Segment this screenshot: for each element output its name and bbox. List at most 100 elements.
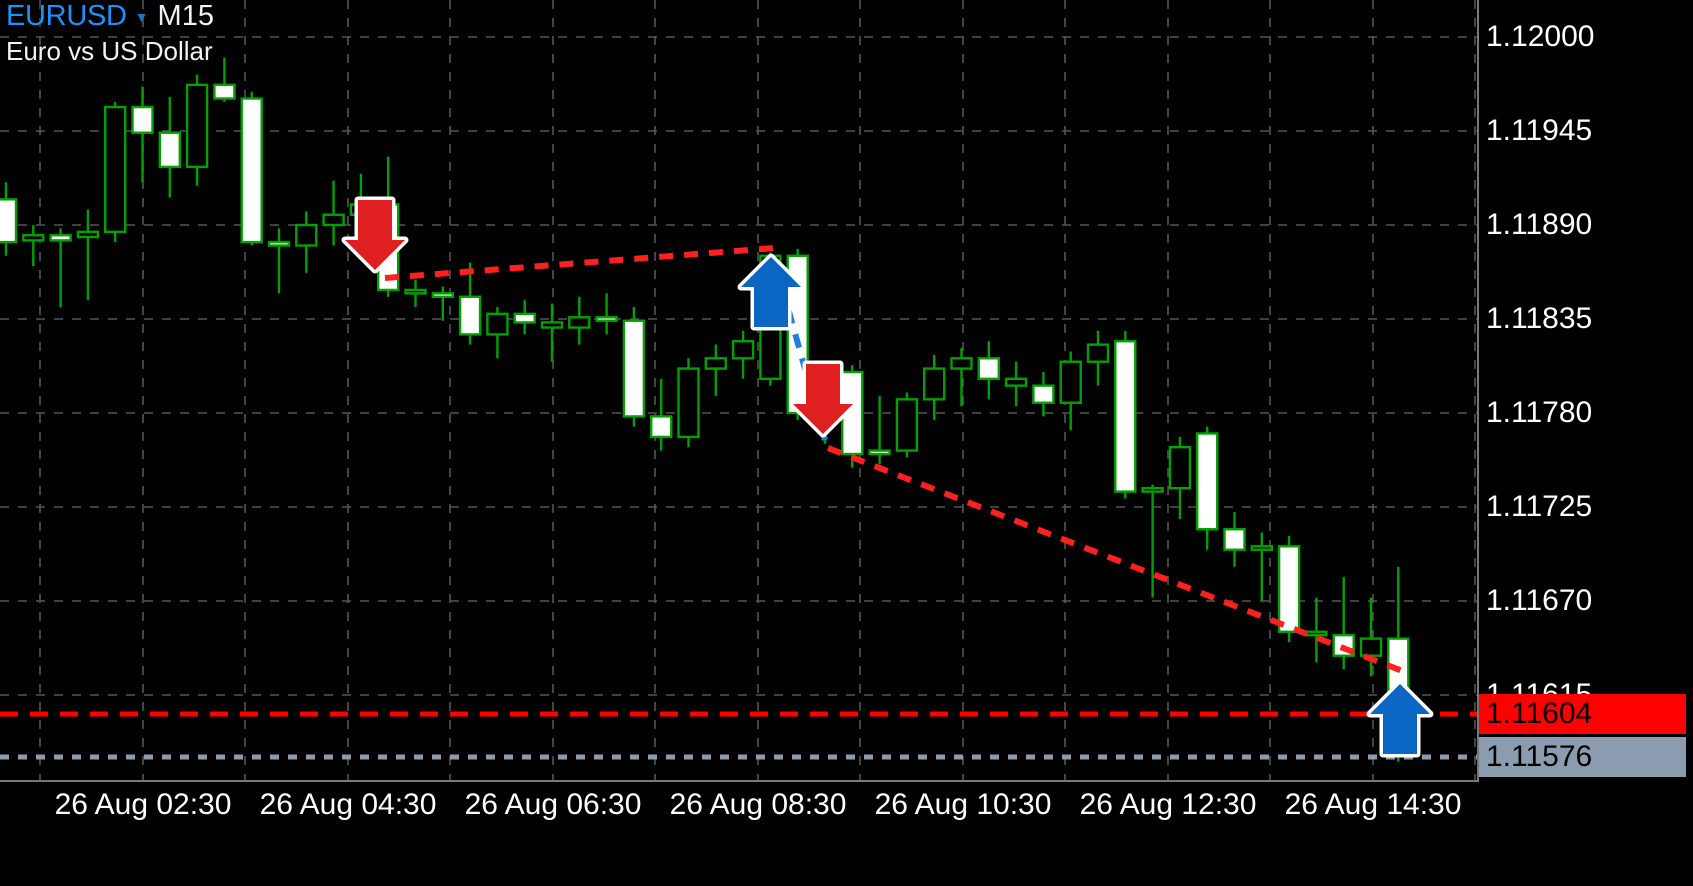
candle-body (458, 295, 482, 336)
candle-body (540, 321, 564, 329)
candle-body (923, 367, 946, 401)
candlestick (513, 300, 536, 335)
candlestick (540, 303, 564, 362)
time-axis-tick: 26 Aug 08:30 (669, 788, 847, 821)
candle-body (1004, 377, 1028, 387)
price-axis[interactable]: 1.12000 1.11945 1.11890 1.11835 1.11780 1.117… (1479, 0, 1693, 780)
candle-body (950, 357, 973, 370)
candlestick-series (0, 57, 1410, 762)
candlestick (486, 307, 509, 359)
candlestick (240, 91, 263, 246)
candle-body (404, 288, 427, 295)
candlestick (76, 209, 100, 301)
candle-body (1141, 487, 1164, 493)
price-axis-tick: 1.11670 (1486, 584, 1593, 617)
candlestick (1004, 361, 1028, 407)
candlestick (158, 96, 182, 198)
time-axis-tick: 26 Aug 10:30 (874, 788, 1052, 821)
candlestick (622, 307, 646, 427)
sell-arrow-fill (345, 200, 405, 270)
candlestick (431, 286, 454, 321)
time-axis-tick: 26 Aug 06:30 (464, 788, 642, 821)
resistance-trendline-up[interactable] (384, 245, 776, 281)
candlestick (22, 225, 45, 267)
candlestick (131, 86, 154, 183)
candlestick (0, 182, 18, 256)
candlestick (103, 101, 127, 243)
candlestick (1168, 436, 1192, 519)
candle-body (895, 398, 919, 452)
price-axis-tick: 1.11780 (1486, 396, 1593, 429)
candlestick (185, 74, 209, 186)
time-axis[interactable]: 26 Aug 02:30 26 Aug 04:30 26 Aug 06:30 26 A… (0, 782, 1477, 886)
candlestick (1359, 597, 1383, 677)
candle-body (158, 131, 182, 169)
time-axis-tick: 26 Aug 02:30 (54, 788, 232, 821)
price-axis-tick: 1.12000 (1486, 20, 1595, 53)
candle-body (1168, 445, 1192, 490)
candle-body (240, 97, 263, 244)
candle-body (22, 234, 45, 242)
candle-body (731, 340, 755, 360)
candlestick (595, 293, 618, 335)
candle-body (1114, 340, 1137, 493)
candle-body (131, 105, 154, 134)
candle-body (1359, 637, 1383, 657)
candle-body (213, 83, 236, 100)
candle-body (486, 312, 509, 336)
candlestick (1086, 330, 1110, 386)
candlestick (1114, 330, 1137, 499)
candlestick (868, 395, 891, 465)
candlestick (650, 378, 673, 451)
chart-plot-area[interactable]: EURUSD ▼ M15 Euro vs US Dollar (0, 0, 1479, 782)
candlestick (950, 348, 973, 407)
grid-layer (0, 0, 1477, 780)
candle-body (622, 319, 646, 418)
candlestick (322, 180, 345, 246)
price-axis-tick: 1.11945 (1486, 114, 1593, 147)
candlestick (1059, 351, 1082, 431)
candlestick (568, 296, 591, 345)
candlestick (458, 262, 482, 345)
candlestick (895, 392, 919, 458)
candlestick (1223, 512, 1246, 567)
candlestick (404, 279, 427, 308)
buy-arrow-fill (1370, 684, 1430, 754)
candle-body (185, 83, 209, 169)
candle-body (431, 292, 454, 298)
candle-body (650, 415, 673, 439)
candle-body (868, 449, 891, 456)
candle-body (1250, 545, 1274, 551)
price-axis-tick: 1.11835 (1486, 302, 1593, 335)
buy-arrow-fill (741, 257, 801, 327)
candle-body (76, 230, 100, 239)
candle-body (1305, 630, 1328, 637)
candlestick (677, 358, 700, 448)
candle-body (595, 316, 618, 322)
candle-body (568, 316, 591, 329)
trendline-layer (384, 245, 1407, 675)
candlestick (1195, 426, 1219, 550)
candle-body (1195, 432, 1219, 531)
time-axis-tick: 26 Aug 14:30 (1284, 788, 1462, 821)
time-axis-tick: 26 Aug 04:30 (259, 788, 437, 821)
chart-canvas (0, 0, 1477, 780)
candle-body (1277, 545, 1301, 633)
candle-body (513, 312, 536, 324)
candle-body (49, 234, 72, 242)
candle-body (267, 240, 291, 247)
candle-body (1032, 384, 1055, 404)
candlestick (1032, 371, 1055, 417)
candlestick (1250, 532, 1274, 601)
candlestick (923, 354, 946, 420)
candle-body (103, 105, 127, 234)
candle-body (1086, 343, 1110, 363)
signal-arrow-layer (341, 196, 1434, 758)
candle-body (704, 357, 727, 370)
candle-body (295, 223, 318, 247)
sell-arrow-fill (793, 364, 853, 434)
candle-body (677, 367, 700, 439)
resistance-trendline-down[interactable] (826, 445, 1407, 675)
price-axis-tick: 1.11725 (1486, 490, 1593, 523)
candlestick (1332, 577, 1355, 670)
